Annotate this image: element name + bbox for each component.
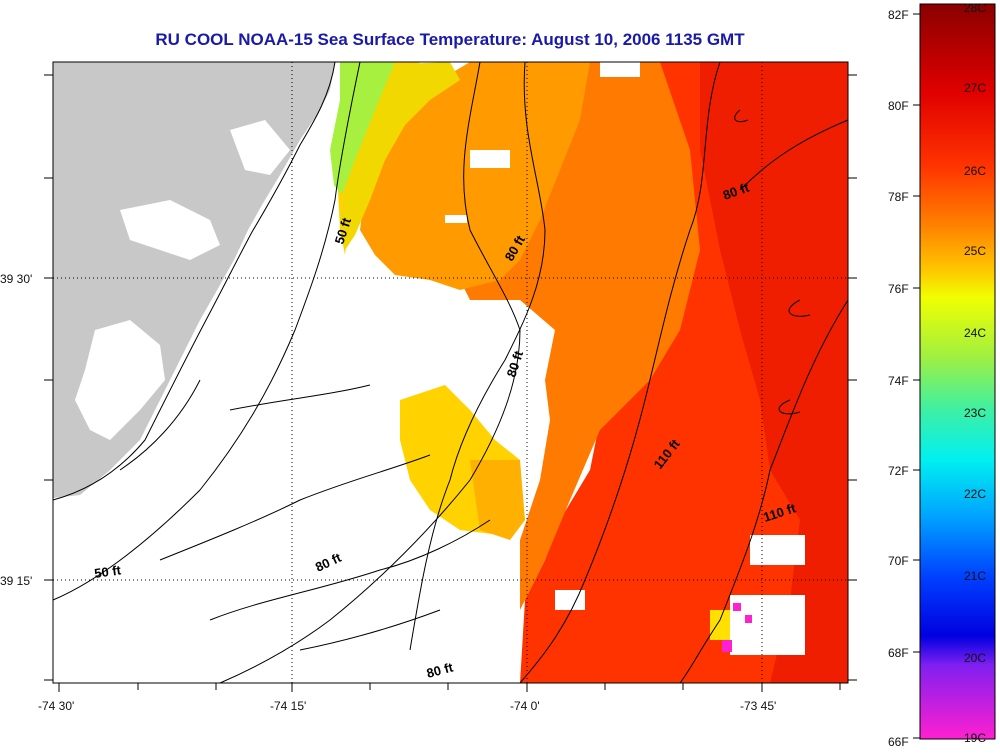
- depth-label: 50 ft: [93, 562, 122, 581]
- celsius-label: 26C: [964, 164, 986, 178]
- fahrenheit-label: 78F: [888, 190, 909, 204]
- colorbar: 82F 80F 78F 76F 74F 72F 70F 68F 66F 28C …: [888, 1, 996, 749]
- map-border: [52, 61, 849, 684]
- fahrenheit-label: 70F: [888, 554, 909, 568]
- fahrenheit-label: 72F: [888, 464, 909, 478]
- lat-label: 39 15': [0, 574, 32, 588]
- celsius-label: 19C: [964, 731, 986, 745]
- axis-labels: -74 30' -74 15' -74 0' -73 45' 39 30' 39…: [0, 272, 776, 713]
- celsius-label: 20C: [964, 651, 986, 665]
- map-title: RU COOL NOAA-15 Sea Surface Temperature:…: [155, 30, 745, 49]
- lon-label: -74 30': [38, 699, 74, 713]
- celsius-label: 27C: [964, 81, 986, 95]
- lat-label: 39 30': [0, 272, 32, 286]
- fahrenheit-label: 82F: [888, 8, 909, 22]
- celsius-label: 23C: [964, 406, 986, 420]
- fahrenheit-label: 68F: [888, 646, 909, 660]
- celsius-label: 25C: [964, 244, 986, 258]
- celsius-label: 28C: [964, 1, 986, 15]
- tick-marks: [44, 74, 857, 692]
- fahrenheit-label: 74F: [888, 374, 909, 388]
- sst-field: [330, 62, 848, 683]
- celsius-label: 22C: [964, 487, 986, 501]
- barrier-islands: [75, 120, 290, 440]
- depth-label: 80 ft: [425, 659, 455, 681]
- celsius-label: 24C: [964, 326, 986, 340]
- lon-label: -74 0': [510, 699, 540, 713]
- celsius-label: 21C: [964, 569, 986, 583]
- graticule: [53, 62, 848, 683]
- fahrenheit-label: 80F: [888, 99, 909, 113]
- fahrenheit-label: 76F: [888, 282, 909, 296]
- lon-label: -74 15': [270, 699, 306, 713]
- lon-label: -73 45': [740, 699, 776, 713]
- colorbar-scale: [919, 3, 996, 740]
- colorbar-ticks: [913, 13, 920, 739]
- bathymetry-contours: [52, 61, 849, 684]
- fahrenheit-label: 66F: [888, 735, 909, 749]
